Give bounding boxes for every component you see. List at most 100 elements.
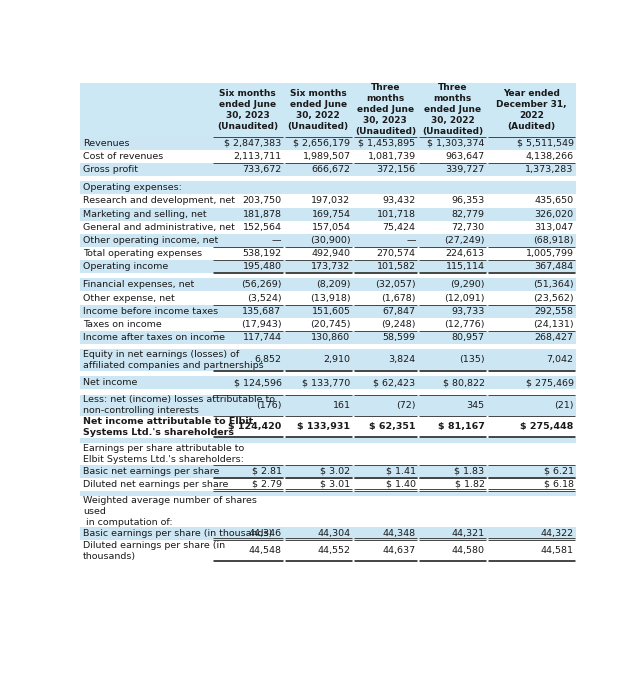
Bar: [80, 181, 576, 195]
Text: $ 2.79: $ 2.79: [252, 480, 282, 489]
Text: $ 6.21: $ 6.21: [543, 466, 573, 476]
Text: General and administrative, net: General and administrative, net: [83, 223, 235, 232]
Text: 224,613: 224,613: [445, 249, 484, 258]
Text: 157,054: 157,054: [312, 223, 351, 232]
Text: (20,745): (20,745): [310, 319, 351, 328]
Text: 1,373,283: 1,373,283: [525, 165, 573, 174]
Text: 44,322: 44,322: [541, 529, 573, 538]
Text: $ 6.18: $ 6.18: [543, 480, 573, 489]
Text: 44,552: 44,552: [317, 546, 351, 555]
Text: Taxes on income: Taxes on income: [83, 319, 162, 328]
Text: $ 5,511,549: $ 5,511,549: [516, 139, 573, 148]
Text: (8,209): (8,209): [316, 280, 351, 289]
Bar: [80, 163, 576, 176]
Text: 173,732: 173,732: [311, 262, 351, 271]
Text: (9,248): (9,248): [381, 319, 415, 328]
Text: 44,580: 44,580: [452, 546, 484, 555]
Text: Diluted earnings per share (in
thousands): Diluted earnings per share (in thousands…: [83, 541, 225, 561]
Text: Financial expenses, net: Financial expenses, net: [83, 280, 195, 289]
Text: Year ended
December 31,
2022
(Audited): Year ended December 31, 2022 (Audited): [496, 88, 566, 131]
Text: $ 124,420: $ 124,420: [228, 422, 282, 431]
Text: $ 1,303,374: $ 1,303,374: [427, 139, 484, 148]
Text: 115,114: 115,114: [445, 262, 484, 271]
Text: 44,304: 44,304: [317, 529, 351, 538]
Text: $ 1.82: $ 1.82: [454, 480, 484, 489]
Text: 435,650: 435,650: [534, 197, 573, 206]
Text: $ 124,596: $ 124,596: [234, 378, 282, 387]
Text: (24,131): (24,131): [533, 319, 573, 328]
Text: (9,290): (9,290): [450, 280, 484, 289]
Text: 270,574: 270,574: [376, 249, 415, 258]
Bar: [80, 221, 576, 234]
Text: $ 3.02: $ 3.02: [321, 466, 351, 476]
Text: 44,346: 44,346: [248, 529, 282, 538]
Text: 75,424: 75,424: [383, 223, 415, 232]
Text: (13,918): (13,918): [310, 293, 351, 302]
Text: Earnings per share attributable to
Elbit Systems Ltd.'s shareholders:: Earnings per share attributable to Elbit…: [83, 444, 244, 464]
Text: $ 133,770: $ 133,770: [302, 378, 351, 387]
Bar: [80, 465, 576, 477]
Bar: [80, 416, 576, 437]
Bar: [80, 477, 576, 491]
Text: 7,042: 7,042: [547, 355, 573, 364]
Text: 538,192: 538,192: [243, 249, 282, 258]
Text: 268,427: 268,427: [534, 333, 573, 342]
Bar: [80, 527, 576, 540]
Text: Gross profit: Gross profit: [83, 165, 138, 174]
Text: $ 133,931: $ 133,931: [298, 422, 351, 431]
Text: Research and development, net: Research and development, net: [83, 197, 235, 206]
Bar: [80, 234, 576, 247]
Text: $ 1.40: $ 1.40: [385, 480, 415, 489]
Bar: [80, 496, 576, 527]
Text: $ 80,822: $ 80,822: [442, 378, 484, 387]
Text: Net income attributable to Elbit
Systems Ltd.'s shareholders: Net income attributable to Elbit Systems…: [83, 417, 253, 437]
Text: —: —: [406, 236, 415, 245]
Text: Cost of revenues: Cost of revenues: [83, 152, 163, 161]
Text: Three
months
ended June
30, 2023
(Unaudited): Three months ended June 30, 2023 (Unaudi…: [355, 83, 416, 137]
Bar: [80, 376, 576, 389]
Text: (1,678): (1,678): [381, 293, 415, 302]
Bar: [80, 278, 576, 291]
Text: 339,727: 339,727: [445, 165, 484, 174]
Text: Six months
ended June
30, 2022
(Unaudited): Six months ended June 30, 2022 (Unaudite…: [288, 88, 349, 131]
Text: 67,847: 67,847: [383, 306, 415, 315]
Text: 963,647: 963,647: [445, 152, 484, 161]
Text: 44,581: 44,581: [541, 546, 573, 555]
Text: $ 62,351: $ 62,351: [369, 422, 415, 431]
Bar: [80, 176, 576, 181]
Text: $ 2,847,383: $ 2,847,383: [224, 139, 282, 148]
Text: 4,138,266: 4,138,266: [525, 152, 573, 161]
Text: 135,687: 135,687: [243, 306, 282, 315]
Text: 197,032: 197,032: [311, 197, 351, 206]
Bar: [80, 437, 576, 443]
Text: 345: 345: [467, 401, 484, 410]
Text: 161: 161: [332, 401, 351, 410]
Text: Six months
ended June
30, 2023
(Unaudited): Six months ended June 30, 2023 (Unaudite…: [217, 88, 278, 131]
Text: 326,020: 326,020: [534, 210, 573, 219]
Text: 2,910: 2,910: [323, 355, 351, 364]
Text: 3,824: 3,824: [388, 355, 415, 364]
Bar: [80, 349, 576, 371]
Text: (32,057): (32,057): [375, 280, 415, 289]
Bar: [80, 344, 576, 349]
Text: 492,940: 492,940: [312, 249, 351, 258]
Bar: [80, 443, 576, 465]
Text: $ 1.41: $ 1.41: [385, 466, 415, 476]
Text: 203,750: 203,750: [243, 197, 282, 206]
Text: 72,730: 72,730: [451, 223, 484, 232]
Text: 292,558: 292,558: [534, 306, 573, 315]
Text: Operating expenses:: Operating expenses:: [83, 184, 182, 193]
Text: 117,744: 117,744: [243, 333, 282, 342]
Text: (56,269): (56,269): [241, 280, 282, 289]
Text: —: —: [272, 236, 282, 245]
Text: $ 3.01: $ 3.01: [321, 480, 351, 489]
Text: 82,779: 82,779: [452, 210, 484, 219]
Text: 44,637: 44,637: [383, 546, 415, 555]
Bar: [80, 331, 576, 344]
Text: 181,878: 181,878: [243, 210, 282, 219]
Text: 44,348: 44,348: [383, 529, 415, 538]
Text: Basic earnings per share (in thousands): Basic earnings per share (in thousands): [83, 529, 273, 538]
Text: 1,081,739: 1,081,739: [367, 152, 415, 161]
Bar: [80, 208, 576, 221]
Bar: [80, 150, 576, 163]
